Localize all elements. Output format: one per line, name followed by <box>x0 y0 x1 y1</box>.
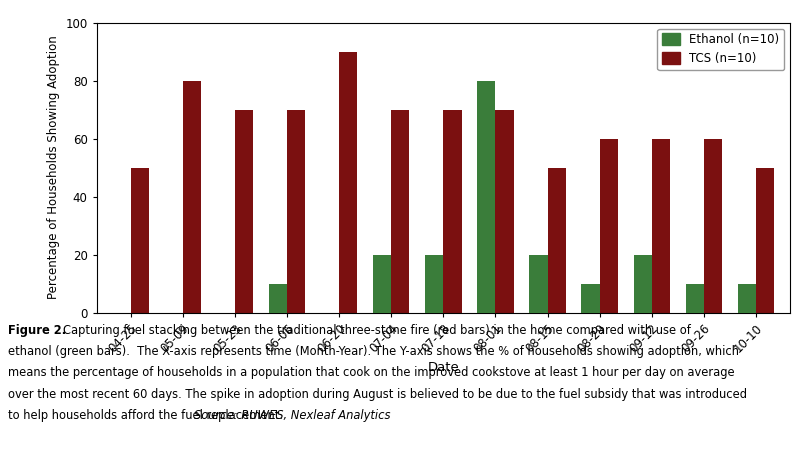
Bar <box>339 52 357 313</box>
Bar <box>268 284 287 313</box>
Bar <box>391 110 409 313</box>
Bar <box>652 139 670 313</box>
Text: to help households afford the fuel replacement.: to help households afford the fuel repla… <box>8 409 287 422</box>
Bar <box>443 110 462 313</box>
Bar <box>425 255 443 313</box>
Bar <box>547 168 566 313</box>
Text: Source: RUWES, Nexleaf Analytics: Source: RUWES, Nexleaf Analytics <box>193 409 390 422</box>
Text: means the percentage of households in a population that cook on the improved coo: means the percentage of households in a … <box>8 366 735 380</box>
Bar <box>600 139 618 313</box>
Bar <box>287 110 305 313</box>
Bar <box>704 139 722 313</box>
Bar <box>530 255 547 313</box>
Text: Figure 2.: Figure 2. <box>8 324 66 337</box>
Bar <box>477 81 496 313</box>
Bar <box>235 110 253 313</box>
Bar <box>737 284 756 313</box>
Bar <box>634 255 652 313</box>
Text: over the most recent 60 days. The spike in adoption during August is believed to: over the most recent 60 days. The spike … <box>8 388 747 401</box>
Bar <box>756 168 775 313</box>
Text: Capturing fuel stacking between the traditional three-stone fire (red bars) in t: Capturing fuel stacking between the trad… <box>63 324 691 337</box>
Bar <box>131 168 149 313</box>
Bar <box>581 284 600 313</box>
Text: ethanol (green bars).  The X-axis represents time (Month-Year). The Y-axis shows: ethanol (green bars). The X-axis represe… <box>8 345 739 358</box>
Y-axis label: Percentage of Households Showing Adoption: Percentage of Households Showing Adoptio… <box>47 36 60 299</box>
Bar <box>183 81 201 313</box>
Bar <box>496 110 513 313</box>
X-axis label: Date: Date <box>427 361 459 374</box>
Bar <box>373 255 391 313</box>
Legend: Ethanol (n=10), TCS (n=10): Ethanol (n=10), TCS (n=10) <box>657 29 784 70</box>
Bar <box>686 284 704 313</box>
